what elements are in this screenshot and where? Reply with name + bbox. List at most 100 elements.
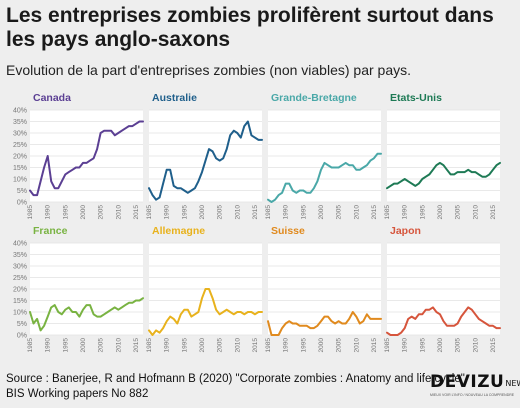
x-tick-label: 2010: [472, 338, 479, 353]
x-tick-label: 2005: [336, 205, 343, 220]
x-tick-label: 2000: [318, 205, 325, 220]
series-line: [267, 152, 382, 203]
x-tick-label: 2000: [199, 205, 206, 220]
y-tick-label: 30%: [13, 264, 27, 271]
x-tick-label: 1990: [283, 338, 290, 353]
brand-logo: DEVIZUNEWS MIEUX VOIR L'INFO / NOUVEAU L…: [430, 372, 520, 397]
series-line: [386, 161, 501, 190]
x-tick-label: 2015: [252, 205, 259, 220]
y-tick-label: 40%: [13, 241, 27, 248]
x-tick-label: 1995: [300, 338, 307, 353]
panel-title: Grande-Bretagne: [271, 92, 357, 104]
x-tick-label: 2000: [80, 205, 87, 220]
series-line: [148, 120, 263, 201]
x-tick-label: 2005: [455, 338, 462, 353]
x-tick-label: 1995: [62, 338, 69, 353]
y-tick-label: 5%: [17, 321, 27, 328]
x-tick-label: 1985: [146, 205, 153, 220]
x-tick-label: 1995: [419, 205, 426, 220]
y-tick-label: 30%: [13, 131, 27, 138]
y-tick-label: 25%: [13, 275, 27, 282]
x-tick-label: 1995: [181, 338, 188, 353]
panel-suisse: 1985 1990 1995 2000 2005 2010 2015 Suisse: [265, 225, 382, 353]
x-tick-label: 1990: [45, 338, 52, 353]
x-tick-label: 2005: [98, 205, 105, 220]
small-multiples-chart: 0% 5% 10% 15% 20% 25% 30% 35% 40% 1985 1990 1995 200…: [13, 92, 501, 353]
x-tick-label: 2015: [133, 338, 140, 353]
series-line: [267, 311, 382, 336]
x-tick-label: 2010: [234, 338, 241, 353]
x-tick-label: 1985: [265, 205, 272, 220]
x-tick-label: 2000: [437, 205, 444, 220]
y-tick-label: 15%: [13, 165, 27, 172]
y-tick-label: 15%: [13, 298, 27, 305]
panel-japon: 1985 1990 1995 2000 2005 2010 2015 Japon: [384, 225, 501, 353]
panel-title: Australie: [152, 92, 197, 104]
y-tick-label: 35%: [13, 252, 27, 259]
panel-australie: 1985 1990 1995 2000 2005 2010 2015 Australie: [146, 92, 263, 220]
x-tick-label: 2010: [353, 205, 360, 220]
logo-main-text: DEVIZU: [430, 372, 505, 392]
panel-title: Suisse: [271, 225, 305, 237]
series-line: [29, 297, 144, 332]
x-tick-label: 2000: [437, 338, 444, 353]
panel-title: Japon: [390, 225, 421, 237]
x-tick-label: 2005: [217, 205, 224, 220]
x-tick-label: 2005: [455, 205, 462, 220]
source-note: Source : Banerjee, R and Hofmann B (2020…: [6, 372, 465, 402]
x-tick-label: 2015: [490, 205, 497, 220]
x-tick-label: 2010: [115, 338, 122, 353]
panel-canada: 0% 5% 10% 15% 20% 25% 30% 35% 40% 1985 1990 1995 200…: [13, 92, 144, 220]
x-tick-label: 1990: [45, 205, 52, 220]
y-tick-label: 10%: [13, 310, 27, 317]
panel-title: Canada: [33, 92, 71, 104]
x-tick-label: 2000: [199, 338, 206, 353]
page-title: Les entreprises zombies prolifèrent surt…: [6, 4, 494, 51]
x-tick-label: 2015: [133, 205, 140, 220]
logo-wordmark: DEVIZUNEWS: [430, 372, 520, 392]
series-line: [148, 288, 263, 336]
x-tick-label: 2000: [318, 338, 325, 353]
x-tick-label: 1990: [164, 205, 171, 220]
x-tick-label: 2005: [98, 338, 105, 353]
y-tick-label: 40%: [13, 108, 27, 115]
y-tick-label: 35%: [13, 119, 27, 126]
x-tick-label: 2015: [490, 338, 497, 353]
x-tick-label: 1995: [62, 205, 69, 220]
x-tick-label: 1995: [419, 338, 426, 353]
y-tick-label: 25%: [13, 142, 27, 149]
panel-allemagne: 1985 1990 1995 2000 2005 2010 2015 Allemagne: [146, 225, 263, 353]
x-tick-label: 1990: [164, 338, 171, 353]
x-tick-label: 1990: [283, 205, 290, 220]
source-line-2: BIS Working papers No 882: [6, 388, 149, 400]
y-tick-label: 0%: [17, 200, 27, 207]
page-subtitle: Evolution de la part d'entreprises zombi…: [6, 62, 411, 78]
logo-tagline: MIEUX VOIR L'INFO / NOUVEAU LA COMPRENDR…: [430, 393, 515, 397]
x-tick-label: 1995: [181, 205, 188, 220]
y-tick-label: 5%: [17, 188, 27, 195]
x-tick-label: 2010: [234, 205, 241, 220]
x-tick-label: 2010: [115, 205, 122, 220]
y-tick-label: 20%: [13, 154, 27, 161]
source-line-1: Source : Banerjee, R and Hofmann B (2020…: [6, 373, 465, 385]
panel-france: 0% 5% 10% 15% 20% 25% 30% 35% 40% 1985 1990 1995 200…: [13, 225, 144, 353]
x-tick-label: 1985: [146, 338, 153, 353]
x-tick-label: 2015: [371, 338, 378, 353]
series-line: [386, 306, 501, 336]
logo-suffix: NEWS: [505, 379, 520, 388]
x-tick-label: 2010: [353, 338, 360, 353]
panel-title: Allemagne: [152, 225, 205, 237]
x-tick-label: 2015: [371, 205, 378, 220]
x-tick-label: 1985: [384, 338, 391, 353]
x-tick-label: 1985: [265, 338, 272, 353]
x-tick-label: 1985: [27, 205, 34, 220]
panel-grande-bretagne: 1985 1990 1995 2000 2005 2010 2015 Grande-Breta…: [265, 92, 382, 220]
x-tick-label: 2010: [472, 205, 479, 220]
x-tick-label: 1990: [402, 338, 409, 353]
x-tick-label: 2005: [217, 338, 224, 353]
x-tick-label: 2000: [80, 338, 87, 353]
y-tick-label: 0%: [17, 333, 27, 340]
x-tick-label: 1985: [384, 205, 391, 220]
y-tick-label: 10%: [13, 177, 27, 184]
panel-title: Etats-Unis: [390, 92, 442, 104]
